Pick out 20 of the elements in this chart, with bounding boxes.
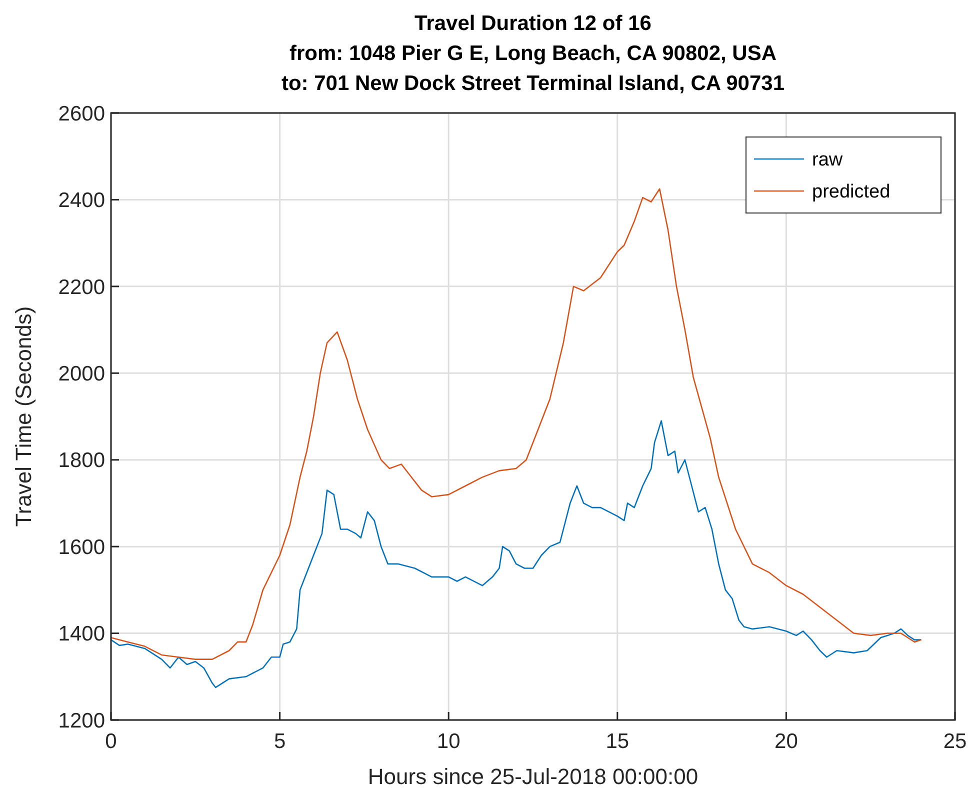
x-tick-label: 15 [606,730,630,753]
y-tick-label: 1800 [58,449,105,472]
line-series [110,420,922,688]
y-tick-label: 2200 [58,276,105,299]
y-axis-title: Travel Time (Seconds) [11,306,36,527]
y-tick-label: 1200 [58,709,105,732]
x-tick-label: 10 [436,730,460,753]
x-axis-title: Hours since 25-Jul-2018 00:00:00 [368,764,698,789]
y-tick-label: 1600 [58,536,105,559]
x-tick-label: 5 [274,730,286,753]
legend-label: predicted [812,182,890,203]
chart-title: Travel Duration 12 of 16 from: 1048 Pier G E, Long Beach, CA 90802, USA to: 701 New Dock Street Terminal Island, CA 90731 [281,12,785,95]
y-tick-label: 2400 [58,189,105,212]
legend-label: raw [812,150,843,171]
y-tick-label: 2600 [58,102,105,126]
x-tick-label: 25 [943,730,967,753]
x-tick-label: 20 [774,730,798,753]
y-tick-label: 2000 [58,362,105,386]
y-tick-label: 1400 [58,622,105,646]
x-tick-label: 0 [105,730,117,753]
